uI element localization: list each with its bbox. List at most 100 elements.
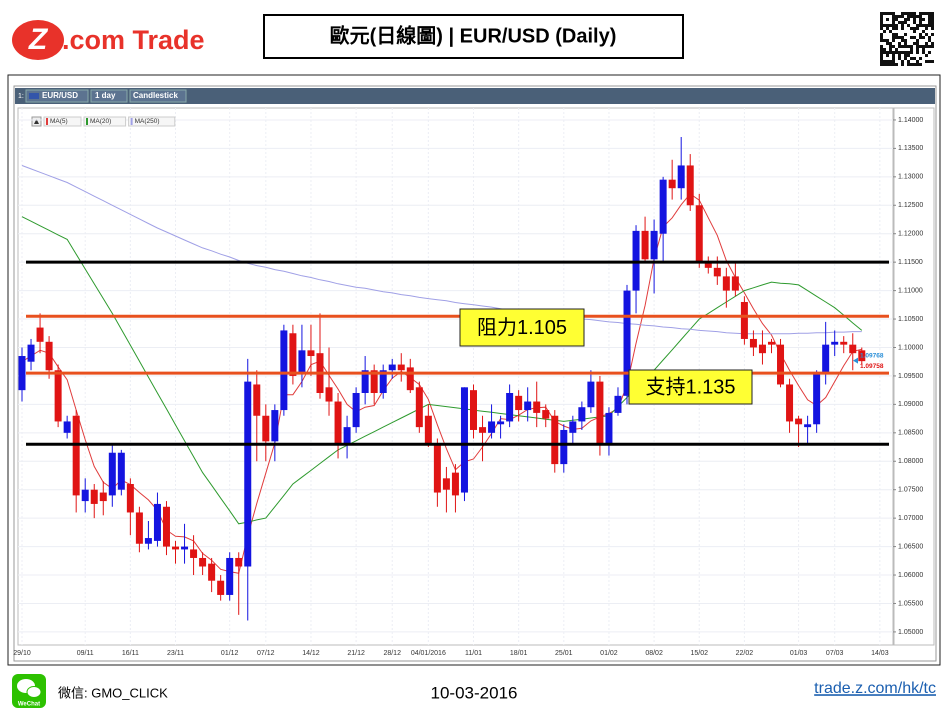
- x-tick-label: 15/02: [690, 650, 708, 657]
- annotation: 阻力1.105: [477, 316, 567, 339]
- candle-body: [298, 350, 306, 374]
- y-tick-label: 1.05500: [898, 600, 923, 607]
- candle-body: [587, 381, 595, 408]
- x-tick-label: 14/12: [302, 650, 320, 657]
- qr-cell: [889, 45, 892, 48]
- qr-cell: [910, 36, 913, 39]
- candle-body: [740, 301, 748, 339]
- site-link[interactable]: trade.z.com/hk/tc: [814, 680, 936, 697]
- candle-body: [361, 370, 369, 393]
- qr-cell: [904, 33, 907, 36]
- qr-cell: [931, 27, 934, 30]
- qr-cell: [901, 45, 904, 48]
- qr-cell: [904, 57, 907, 60]
- qr-cell: [919, 45, 922, 48]
- qr-cell: [886, 54, 889, 57]
- qr-cell: [880, 27, 883, 30]
- x-tick-label: 01/12: [221, 650, 239, 657]
- qr-cell: [898, 45, 901, 48]
- qr-cell: [922, 45, 925, 48]
- candle-body: [515, 395, 523, 411]
- qr-cell: [880, 48, 883, 51]
- qr-cell: [931, 33, 934, 36]
- logo-mark: Z: [28, 23, 49, 56]
- candle-body: [731, 276, 739, 291]
- qr-cell: [883, 51, 886, 54]
- qr-cell: [907, 18, 910, 21]
- candle-body: [325, 387, 333, 402]
- qr-cell: [922, 51, 925, 54]
- price-marker: [853, 357, 858, 364]
- toolbar: [15, 88, 935, 104]
- qr-cell: [910, 45, 913, 48]
- qr-cell: [880, 57, 883, 60]
- qr-cell: [922, 24, 925, 27]
- candle-body: [208, 563, 216, 581]
- qr-cell: [883, 63, 886, 66]
- toolbar-interval[interactable]: 1 day: [95, 91, 116, 100]
- candle-body: [217, 580, 225, 595]
- symbol-button[interactable]: [25, 89, 89, 103]
- interval-button[interactable]: [90, 89, 128, 103]
- legend-swatch: [86, 118, 88, 125]
- qr-cell: [880, 15, 883, 18]
- style-button[interactable]: [129, 89, 187, 103]
- candle-body: [596, 381, 604, 445]
- candle-body: [126, 484, 134, 513]
- collapse-icon: [34, 119, 39, 124]
- candle-body: [840, 341, 848, 345]
- toolbar-style[interactable]: Candlestick: [133, 91, 178, 100]
- candle-body: [578, 407, 586, 422]
- qr-cell: [913, 42, 916, 45]
- candle-body: [542, 410, 550, 419]
- qr-cell: [907, 24, 910, 27]
- qr-cell: [886, 27, 889, 30]
- qr-cell: [910, 27, 913, 30]
- x-tick-label: 28/12: [383, 650, 401, 657]
- qr-cell: [901, 21, 904, 24]
- qr-cell: [883, 48, 886, 51]
- qr-cell: [892, 39, 895, 42]
- qr-cell: [910, 51, 913, 54]
- x-tick-label: 11/01: [465, 650, 482, 657]
- qr-cell: [892, 54, 895, 57]
- qr-cell: [880, 21, 883, 24]
- x-tick-label: 25/01: [555, 650, 573, 657]
- qr-cell: [916, 27, 919, 30]
- candle-body: [253, 384, 261, 416]
- qr-cell: [913, 18, 916, 21]
- qr-cell: [892, 51, 895, 54]
- qr-cell: [892, 21, 895, 24]
- qr-cell: [895, 33, 898, 36]
- qr-cell: [880, 51, 883, 54]
- qr-cell: [889, 24, 892, 27]
- qr-cell: [916, 63, 919, 66]
- toolbar-symbol[interactable]: EUR/USD: [42, 91, 78, 100]
- candle-body: [533, 401, 541, 413]
- qr-cell: [886, 18, 889, 21]
- candle-body: [695, 205, 703, 263]
- x-tick-label: 14/03: [871, 650, 889, 657]
- qr-cell: [931, 18, 934, 21]
- qr-cell: [883, 24, 886, 27]
- qr-cell: [892, 27, 895, 30]
- qr-cell: [910, 63, 913, 66]
- qr-cell: [928, 24, 931, 27]
- candle-body: [244, 381, 252, 567]
- y-tick-label: 1.08500: [898, 430, 923, 437]
- qr-cell: [919, 36, 922, 39]
- qr-cell: [904, 54, 907, 57]
- qr-cell: [886, 24, 889, 27]
- qr-cell: [901, 51, 904, 54]
- qr-cell: [880, 45, 883, 48]
- candle-body: [460, 387, 468, 493]
- qr-cell: [931, 24, 934, 27]
- qr-cell: [919, 21, 922, 24]
- candle-body: [63, 421, 71, 433]
- qr-cell: [880, 39, 883, 42]
- candle-body: [117, 452, 125, 490]
- qr-cell: [895, 48, 898, 51]
- qr-cell: [904, 42, 907, 45]
- y-tick-label: 1.06500: [898, 543, 923, 550]
- qr-cell: [901, 60, 904, 63]
